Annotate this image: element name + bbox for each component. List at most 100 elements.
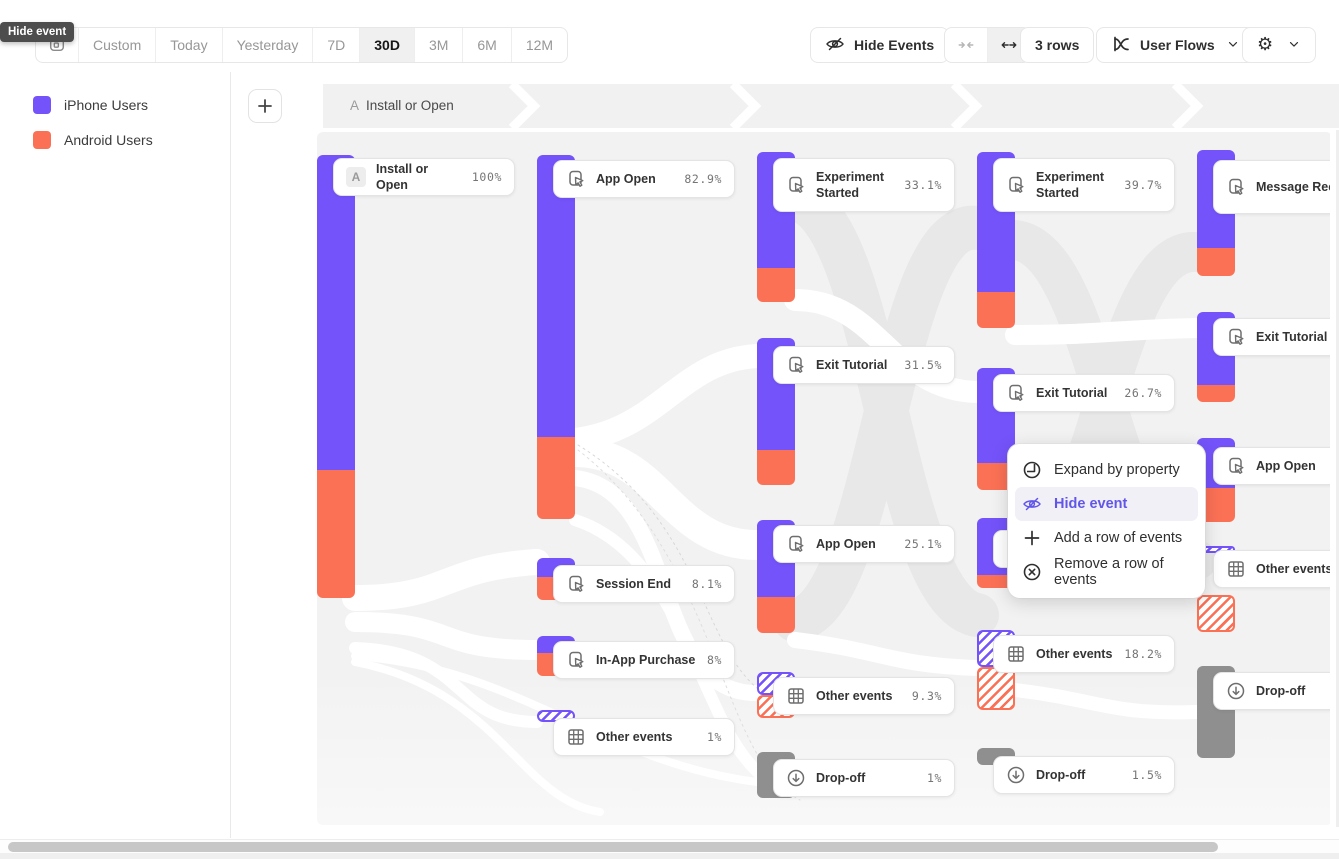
remove-circle-icon (1022, 562, 1042, 582)
drop-off-icon (1006, 765, 1026, 785)
date-range-item-30d[interactable]: 30D (360, 28, 415, 62)
date-range-item-7d[interactable]: 7D (313, 28, 361, 62)
legend-label: Android Users (64, 132, 153, 148)
flow-bar-segment[interactable] (537, 437, 575, 519)
menu-item-hide-event[interactable]: Hide event (1015, 487, 1198, 521)
node-percent: 33.1% (904, 178, 942, 192)
node-label: Install or Open (376, 161, 429, 192)
hide-eye-icon (1022, 494, 1042, 514)
event-icon (566, 169, 586, 189)
date-range-item-yesterday[interactable]: Yesterday (223, 28, 314, 62)
view-selector-button[interactable]: User Flows (1096, 27, 1255, 63)
node-percent: 25.1% (904, 537, 942, 551)
event-icon (1226, 177, 1246, 197)
menu-item-remove-a-row-of-events[interactable]: Remove a row of events (1015, 555, 1198, 589)
flow-bar-segment[interactable] (757, 450, 795, 485)
flow-bar-segment[interactable] (757, 268, 795, 302)
menu-item-add-a-row-of-events[interactable]: Add a row of events (1015, 521, 1198, 555)
legend-item[interactable]: Android Users (33, 131, 153, 149)
flow-node-card[interactable]: Exit Tutorial (1213, 318, 1339, 356)
view-selector-label: User Flows (1140, 37, 1215, 53)
flow-bar-segment[interactable] (1197, 248, 1235, 276)
flow-bar-segment[interactable] (757, 597, 795, 633)
settings-button[interactable]: ⚙ (1242, 27, 1317, 63)
flow-bar-segment[interactable] (977, 292, 1015, 328)
menu-item-expand-by-property[interactable]: Expand by property (1015, 453, 1198, 487)
node-label: Experiment Started (1036, 169, 1105, 200)
node-label: Drop-off (816, 770, 866, 785)
flow-bar-segment[interactable] (977, 667, 1015, 710)
flow-node-card[interactable]: In-App Purchase 8% (553, 641, 735, 679)
event-icon (1006, 383, 1026, 403)
node-percent: 1% (706, 730, 722, 744)
node-label: Other events (596, 729, 673, 744)
node-label: Other events (1036, 646, 1113, 661)
flow-node-card[interactable]: Session End 8.1% (553, 565, 735, 603)
flow-node-card[interactable]: App Open 25.1% (773, 525, 955, 563)
date-range-item-today[interactable]: Today (156, 28, 223, 62)
expand-property-icon (1022, 460, 1042, 480)
flow-bar-segment[interactable] (1197, 385, 1235, 402)
menu-item-label: Expand by property (1054, 462, 1180, 478)
node-label: Message Received (1256, 179, 1339, 194)
eye-off-icon (825, 34, 845, 57)
drop-off-icon (786, 768, 806, 788)
flow-bar-segment[interactable] (317, 470, 355, 598)
node-percent: 26.7% (1124, 386, 1162, 400)
scrollbar-thumb[interactable] (8, 842, 1218, 852)
event-icon (786, 534, 806, 554)
horizontal-scrollbar[interactable] (0, 839, 1339, 854)
flow-node-card[interactable]: A Install or Open 100% (333, 158, 515, 196)
flow-node-card[interactable]: Other events 1% (553, 718, 735, 756)
node-label: Other events (1256, 561, 1333, 576)
sidebar-divider (230, 72, 231, 838)
collapse-expand-control (944, 27, 1031, 63)
flow-node-card[interactable]: Message Received (1213, 160, 1339, 214)
node-label: Session End (596, 576, 672, 591)
date-range-control: Custom Today Yesterday 7D 30D 3M 6M 12M (35, 27, 569, 63)
flow-node-card[interactable]: Experiment Started 39.7% (993, 158, 1175, 212)
flow-node-card[interactable]: Drop-off (1213, 672, 1339, 710)
node-percent: 39.7% (1124, 178, 1162, 192)
event-icon (1226, 456, 1246, 476)
flow-bar-segment[interactable] (1197, 595, 1235, 632)
menu-item-label: Add a row of events (1054, 530, 1183, 546)
rows-count-button[interactable]: 3 rows (1020, 27, 1095, 63)
node-label: Exit Tutorial (816, 357, 888, 372)
grid-icon (786, 686, 806, 706)
legend-item[interactable]: iPhone Users (33, 96, 153, 114)
flow-node-card[interactable]: App Open (1213, 447, 1339, 485)
grid-icon (566, 727, 586, 747)
flow-node-card[interactable]: Drop-off 1% (773, 759, 955, 797)
hide-events-button[interactable]: Hide Events (810, 27, 950, 63)
node-percent: 1.5% (1131, 768, 1162, 782)
flow-node-card[interactable]: App Open 82.9% (553, 160, 735, 198)
legend-swatch (33, 131, 51, 149)
date-range-item-12m[interactable]: 12M (525, 37, 554, 53)
date-range-item-custom[interactable]: Custom (79, 28, 157, 62)
add-step-button[interactable] (248, 89, 282, 123)
grid-icon (1226, 559, 1246, 579)
date-range-item-3m[interactable]: 3M (415, 28, 464, 62)
node-percent: 8% (706, 653, 722, 667)
hide-events-label: Hide Events (854, 37, 935, 53)
node-percent: 1% (926, 771, 942, 785)
flow-node-card[interactable]: Other events 9.3% (773, 677, 955, 715)
chevron-down-icon (1287, 37, 1301, 54)
flow-node-card[interactable]: Other events (1213, 550, 1339, 588)
node-label: Other events (816, 688, 893, 703)
flow-node-card[interactable]: Exit Tutorial 31.5% (773, 346, 955, 384)
legend-label: iPhone Users (64, 97, 149, 113)
date-range-item-6m[interactable]: 6M (463, 28, 512, 62)
flow-node-card[interactable]: Drop-off 1.5% (993, 756, 1175, 794)
flow-node-card[interactable]: Exit Tutorial 26.7% (993, 374, 1175, 412)
collapse-columns-button[interactable] (945, 28, 988, 62)
flow-node-card[interactable]: Experiment Started 33.1% (773, 158, 955, 212)
node-percent: 100% (471, 170, 502, 184)
flow-bar-segment[interactable] (317, 155, 355, 470)
flow-node-card[interactable]: Other events 18.2% (993, 635, 1175, 673)
drop-off-icon (1226, 681, 1246, 701)
node-label: App Open (1256, 458, 1316, 473)
step-breadcrumb[interactable]: A Install or Open (350, 98, 454, 113)
